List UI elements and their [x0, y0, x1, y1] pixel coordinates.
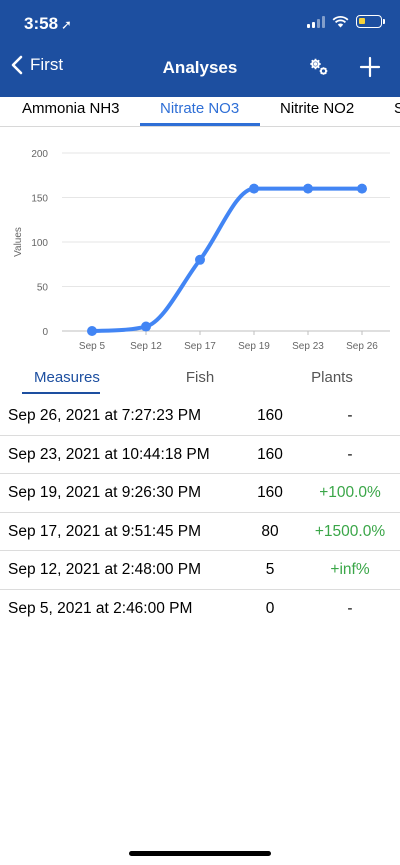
y-tick-label: 50 [37, 283, 49, 294]
y-axis-ticks: 0 50 100 150 200 [31, 149, 48, 338]
measures-list: Sep 26, 2021 at 7:27:23 PM 160 - Sep 23,… [0, 397, 400, 629]
home-indicator [129, 851, 271, 856]
table-row[interactable]: Sep 5, 2021 at 2:46:00 PM 0 - [0, 590, 400, 629]
tab-partial[interactable]: S [394, 100, 400, 117]
measure-value: 5 [265, 561, 275, 579]
tab-plants[interactable]: Plants [311, 369, 353, 386]
location-arrow-icon: ➚ [61, 17, 72, 32]
measure-value: 80 [261, 522, 279, 540]
status-time-text: 3:58 [24, 14, 59, 33]
back-button[interactable]: First [10, 55, 63, 75]
page-title: Analyses [162, 58, 238, 77]
app-header: 3:58 ➚ First Analyses [0, 0, 400, 97]
signal-icon [307, 15, 325, 28]
measure-value: 160 [257, 407, 283, 424]
measure-date: Sep 23, 2021 at 10:44:18 PM [8, 445, 210, 463]
chevron-left-icon [11, 55, 23, 75]
tab-nitrate[interactable]: Nitrate NO3 [160, 100, 240, 117]
x-tick-label: Sep 12 [130, 341, 162, 352]
status-time: 3:58 ➚ [24, 14, 72, 34]
parameter-tabs: Ammonia NH3 Nitrate NO3 Nitrite NO2 S [0, 97, 400, 127]
x-axis-ticks: Sep 5 Sep 12 Sep 17 Sep 19 Sep 23 Sep 26 [79, 331, 378, 352]
plus-icon[interactable] [358, 55, 382, 79]
table-row[interactable]: Sep 26, 2021 at 7:27:23 PM 160 - [0, 397, 400, 436]
chart-grid [62, 152, 390, 332]
measure-change: - [347, 599, 353, 617]
measure-date: Sep 17, 2021 at 9:51:45 PM [8, 522, 202, 540]
measure-change: - [347, 445, 353, 463]
status-icons [307, 15, 385, 28]
measure-date: Sep 5, 2021 at 2:46:00 PM [8, 599, 193, 617]
measure-change: +1500.0% [314, 522, 386, 540]
tab-fish[interactable]: Fish [185, 369, 215, 386]
y-tick-label: 100 [31, 238, 48, 249]
active-section-indicator [22, 392, 100, 394]
data-point [357, 183, 367, 194]
table-row[interactable]: Sep 19, 2021 at 9:26:30 PM 160 +100.0% [0, 474, 400, 513]
back-button-label: First [30, 55, 64, 74]
y-tick-label: 200 [31, 149, 48, 160]
x-tick-label: Sep 17 [184, 341, 216, 352]
measure-change: - [347, 407, 353, 424]
x-tick-label: Sep 19 [238, 341, 270, 352]
gear-icon[interactable] [307, 55, 331, 79]
table-row[interactable]: Sep 17, 2021 at 9:51:45 PM 80 +1500.0% [0, 513, 400, 552]
measure-date: Sep 26, 2021 at 7:27:23 PM [8, 407, 202, 424]
x-tick-label: Sep 23 [292, 341, 324, 352]
measure-date: Sep 19, 2021 at 9:26:30 PM [8, 484, 202, 502]
data-points [87, 183, 367, 336]
table-row[interactable]: Sep 23, 2021 at 10:44:18 PM 160 - [0, 436, 400, 475]
data-point [87, 326, 97, 336]
tab-measures[interactable]: Measures [34, 369, 100, 386]
measure-date: Sep 12, 2021 at 2:48:00 PM [8, 561, 202, 579]
data-point [303, 183, 313, 194]
table-row[interactable]: Sep 12, 2021 at 2:48:00 PM 5 +inf% [0, 551, 400, 590]
measure-value: 160 [257, 484, 283, 502]
active-tab-indicator [140, 123, 260, 126]
data-point [249, 183, 259, 194]
y-tick-label: 0 [42, 327, 48, 338]
battery-icon [356, 15, 385, 28]
x-tick-label: Sep 26 [346, 341, 378, 352]
measure-change: +100.0% [319, 484, 381, 502]
measure-change: +inf% [330, 561, 370, 579]
series-line [90, 186, 364, 333]
measure-value: 160 [257, 445, 283, 463]
wifi-icon [332, 16, 349, 28]
y-axis-label: Values [13, 227, 24, 257]
measure-value: 0 [265, 599, 275, 617]
tab-ammonia[interactable]: Ammonia NH3 [22, 100, 120, 117]
x-tick-label: Sep 5 [79, 341, 106, 352]
tab-nitrite[interactable]: Nitrite NO2 [280, 100, 355, 117]
section-tabs: Measures Fish Plants [0, 362, 400, 394]
data-point [195, 254, 205, 265]
data-point [141, 321, 151, 332]
y-tick-label: 150 [31, 194, 48, 205]
